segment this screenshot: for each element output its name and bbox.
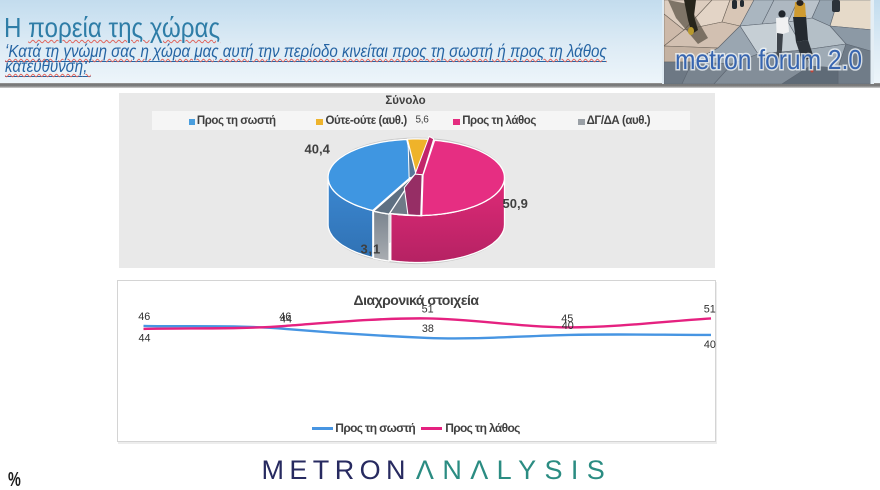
svg-text:metron forum 2.0: metron forum 2.0 xyxy=(675,44,862,75)
svg-text:40: 40 xyxy=(704,339,716,351)
svg-text:44: 44 xyxy=(280,314,292,326)
svg-text:51: 51 xyxy=(704,304,716,316)
svg-text:50,9: 50,9 xyxy=(502,195,527,210)
svg-text:5,6: 5,6 xyxy=(415,114,429,125)
svg-text:45: 45 xyxy=(561,313,573,325)
svg-text:51: 51 xyxy=(422,303,434,315)
svg-text:44: 44 xyxy=(138,333,150,345)
svg-text:46: 46 xyxy=(138,311,150,323)
svg-text:40,4: 40,4 xyxy=(304,141,330,156)
svg-text:38: 38 xyxy=(422,323,434,335)
svg-text:3,1: 3,1 xyxy=(360,241,380,256)
svg-text:40: 40 xyxy=(562,320,574,332)
svg-text:46: 46 xyxy=(279,311,291,323)
svg-text:metron forum 2.0: metron forum 2.0 xyxy=(675,44,862,75)
